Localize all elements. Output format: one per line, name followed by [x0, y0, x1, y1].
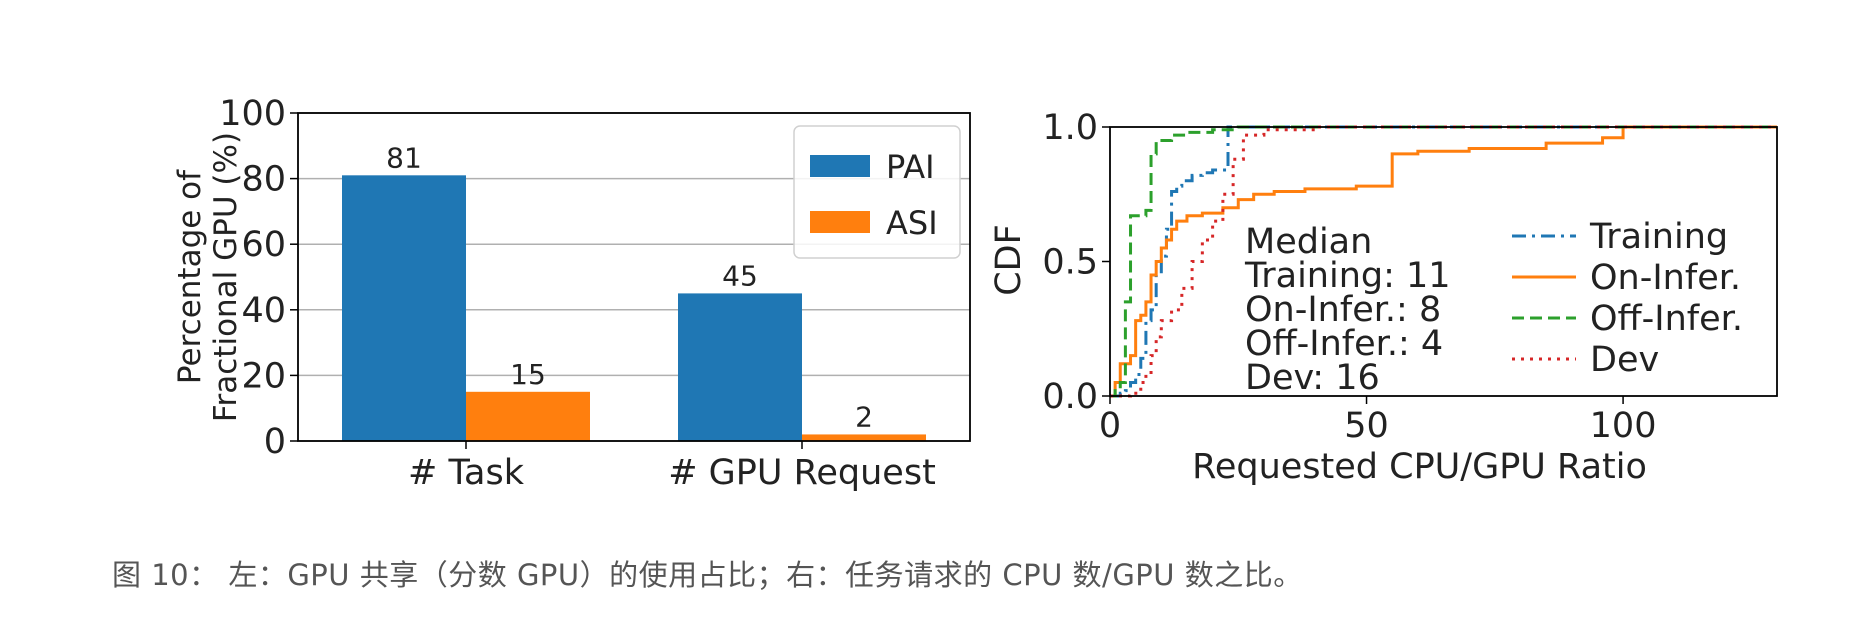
bar-value-label: 45	[722, 259, 758, 292]
bar-asi-0	[466, 391, 590, 441]
series-line-oninfer	[1110, 125, 1777, 398]
bar-asi-1	[802, 434, 926, 441]
x-tick-label: 0	[1099, 406, 1121, 446]
y-tick-label: 80	[241, 160, 286, 200]
series-line-dev	[1110, 125, 1777, 398]
y-tick-label: 100	[219, 94, 286, 134]
legend-label-dev: Dev	[1590, 340, 1659, 380]
x-tick-label: # GPU Request	[668, 453, 936, 493]
median-annotation-line: On-Infer.: 8	[1245, 290, 1441, 330]
x-axis-label: Requested CPU/GPU Ratio	[1192, 447, 1647, 487]
plot-frame	[297, 112, 971, 442]
right-cdf-chart: 0 50 100 0.0 0.5 1.0 Requested CPU/GPU Ratio CD…	[989, 108, 1778, 487]
figure-caption: 图 10： 左：GPU 共享（分数 GPU）的使用占比；右：任务请求的 CPU …	[112, 558, 1303, 592]
median-annotation-line: Off-Infer.: 4	[1245, 324, 1443, 364]
legend-label-oninfer: On-Infer.	[1590, 258, 1741, 298]
y-axis-label-line: Percentage of	[172, 169, 208, 384]
y-axis-label: CDF	[989, 224, 1029, 296]
legend-label-offinfer: Off-Infer.	[1590, 299, 1743, 339]
y-tick-label: 0.0	[1042, 377, 1098, 417]
legend-swatch-pai	[810, 155, 870, 177]
y-axis-label-line: Fractional GPU (%)	[208, 132, 244, 422]
x-tick-label: 50	[1344, 406, 1389, 446]
legend-label-training: Training	[1589, 217, 1728, 257]
y-axis-label: Percentage of Fractional GPU (%)	[172, 132, 244, 422]
legend-label-pai: PAI	[886, 148, 935, 186]
legend-label-asi: ASI	[886, 204, 938, 242]
bar-pai-1	[678, 293, 802, 441]
median-annotation-line: Median	[1245, 222, 1372, 262]
legend: PAI ASI	[793, 125, 961, 259]
x-tick-label: # Task	[408, 453, 525, 493]
median-annotation-line: Dev: 16	[1245, 358, 1380, 398]
series-line-offinfer	[1110, 125, 1777, 398]
series-line-training	[1110, 125, 1777, 398]
y-tick-label: 60	[241, 225, 286, 265]
y-tick-label: 1.0	[1042, 108, 1098, 148]
legend-swatch-asi	[810, 211, 870, 233]
y-tick-label: 0.5	[1042, 243, 1098, 283]
bar-pai-0	[342, 175, 466, 441]
bar-value-label: 2	[855, 400, 873, 433]
y-tick-label: 0	[264, 422, 286, 462]
x-tick-label: 100	[1590, 406, 1657, 446]
y-tick-label: 40	[241, 291, 286, 331]
y-tick-label: 20	[241, 356, 286, 396]
bar-value-label: 15	[510, 358, 546, 391]
bar-value-label: 81	[386, 141, 422, 174]
median-annotation-line: Training: 11	[1244, 256, 1451, 296]
